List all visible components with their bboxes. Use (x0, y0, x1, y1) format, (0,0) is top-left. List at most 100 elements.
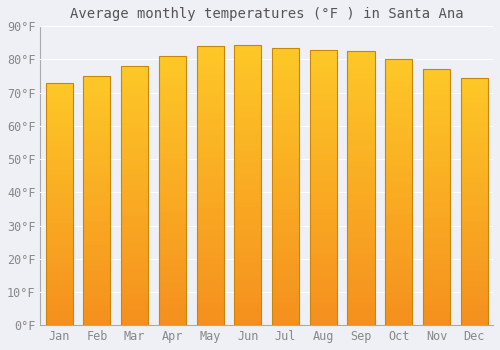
Bar (121, 133, 148, 139)
Bar (348, 205, 374, 210)
Bar (46, 228, 73, 233)
Bar (460, 266, 488, 271)
Bar (348, 292, 374, 298)
Bar (348, 133, 374, 139)
Bar (310, 105, 337, 110)
Bar (272, 109, 299, 114)
Bar (272, 87, 299, 92)
Bar (196, 208, 224, 213)
Bar (460, 127, 488, 132)
Bar (272, 270, 299, 275)
Bar (84, 260, 110, 265)
Bar (423, 238, 450, 243)
Bar (423, 146, 450, 151)
Bar (272, 70, 299, 76)
Bar (159, 164, 186, 169)
Bar (121, 77, 148, 82)
Bar (159, 126, 186, 132)
Bar (310, 198, 337, 204)
Bar (121, 123, 148, 128)
Bar (196, 180, 224, 186)
Bar (310, 77, 337, 83)
Bar (385, 208, 412, 214)
Bar (121, 128, 148, 133)
Bar (348, 51, 374, 325)
Bar (310, 50, 337, 325)
Bar (423, 320, 450, 325)
Bar (385, 193, 412, 198)
Bar (385, 150, 412, 155)
Bar (121, 299, 148, 304)
Bar (46, 165, 73, 170)
Bar (272, 187, 299, 192)
Bar (272, 98, 299, 103)
Bar (272, 303, 299, 309)
Bar (423, 264, 450, 269)
Bar (272, 81, 299, 87)
Bar (385, 299, 412, 304)
Bar (46, 180, 73, 184)
Bar (159, 202, 186, 207)
Bar (234, 224, 262, 230)
Bar (196, 107, 224, 113)
Bar (272, 253, 299, 259)
Bar (460, 310, 488, 315)
Bar (348, 122, 374, 128)
Bar (46, 121, 73, 126)
Bar (234, 308, 262, 314)
Bar (196, 52, 224, 57)
Bar (310, 215, 337, 220)
Bar (272, 225, 299, 231)
Bar (272, 237, 299, 242)
Bar (46, 243, 73, 247)
Bar (348, 111, 374, 117)
Bar (385, 160, 412, 166)
Bar (84, 216, 110, 220)
Bar (84, 191, 110, 196)
Bar (460, 182, 488, 187)
Bar (84, 220, 110, 225)
Bar (385, 91, 412, 97)
Bar (234, 196, 262, 202)
Bar (196, 303, 224, 308)
Bar (423, 156, 450, 161)
Bar (460, 103, 488, 107)
Bar (121, 97, 148, 103)
Bar (348, 232, 374, 238)
Bar (385, 86, 412, 91)
Bar (310, 127, 337, 132)
Bar (272, 153, 299, 159)
Bar (385, 182, 412, 187)
Bar (460, 226, 488, 231)
Bar (460, 83, 488, 88)
Bar (46, 281, 73, 286)
Bar (46, 286, 73, 291)
Bar (159, 159, 186, 164)
Bar (460, 206, 488, 211)
Bar (234, 258, 262, 264)
Bar (234, 106, 262, 112)
Bar (121, 144, 148, 149)
Bar (310, 231, 337, 237)
Bar (348, 194, 374, 199)
Bar (310, 61, 337, 66)
Bar (460, 231, 488, 236)
Bar (84, 275, 110, 280)
Bar (348, 155, 374, 161)
Bar (121, 196, 148, 201)
Bar (423, 218, 450, 223)
Bar (159, 72, 186, 78)
Bar (385, 230, 412, 235)
Bar (46, 306, 73, 311)
Bar (272, 259, 299, 264)
Bar (84, 166, 110, 171)
Bar (121, 118, 148, 123)
Bar (310, 176, 337, 182)
Bar (460, 295, 488, 300)
Bar (460, 281, 488, 286)
Bar (234, 190, 262, 196)
Bar (310, 209, 337, 215)
Bar (159, 105, 186, 110)
Bar (272, 286, 299, 292)
Bar (272, 192, 299, 198)
